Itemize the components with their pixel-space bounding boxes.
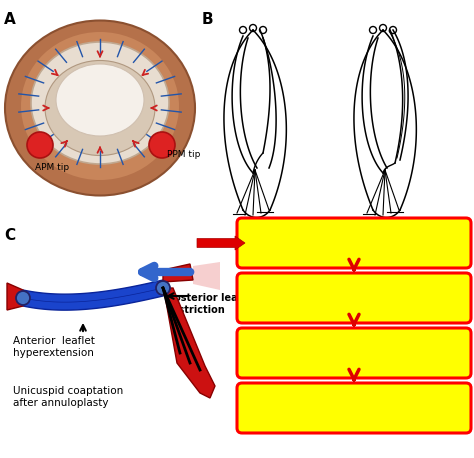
Circle shape	[149, 132, 175, 158]
Text: C: C	[4, 228, 15, 243]
Text: PPM tip: PPM tip	[167, 150, 201, 159]
FancyBboxPatch shape	[237, 273, 471, 323]
FancyBboxPatch shape	[237, 383, 471, 433]
Ellipse shape	[45, 60, 155, 156]
Circle shape	[156, 281, 170, 295]
Text: Reduced leaflet mobility  and
repair durability: Reduced leaflet mobility and repair dura…	[281, 397, 427, 420]
Circle shape	[27, 132, 53, 158]
Ellipse shape	[5, 21, 195, 196]
Circle shape	[16, 291, 30, 305]
Ellipse shape	[21, 32, 179, 180]
Text: Posterior leaflet
restriction: Posterior leaflet restriction	[167, 293, 256, 315]
FancyArrow shape	[197, 236, 245, 250]
Text: APM tip: APM tip	[35, 163, 69, 172]
FancyBboxPatch shape	[237, 328, 471, 378]
Text: Anterior  leaflet
hyperextension: Anterior leaflet hyperextension	[13, 336, 95, 358]
Polygon shape	[23, 280, 163, 310]
Polygon shape	[193, 262, 220, 290]
Text: Higher stresses and strains in
the mitral leaflets: Higher stresses and strains in the mitra…	[280, 287, 428, 310]
Polygon shape	[163, 264, 193, 282]
Ellipse shape	[31, 42, 169, 164]
Polygon shape	[163, 288, 215, 398]
Text: Unicuspid leaflet configuration
post-annuloplasty: Unicuspid leaflet configuration post-ann…	[277, 232, 431, 254]
Polygon shape	[7, 283, 23, 310]
Text: A: A	[4, 12, 16, 27]
Ellipse shape	[56, 64, 144, 136]
Text: Unicuspid coaptation
after annuloplasty: Unicuspid coaptation after annuloplasty	[13, 386, 123, 408]
Text: Fibrosis of leaflets and
increase in stiffness: Fibrosis of leaflets and increase in sti…	[298, 342, 410, 365]
Text: B: B	[202, 12, 214, 27]
FancyBboxPatch shape	[237, 218, 471, 268]
